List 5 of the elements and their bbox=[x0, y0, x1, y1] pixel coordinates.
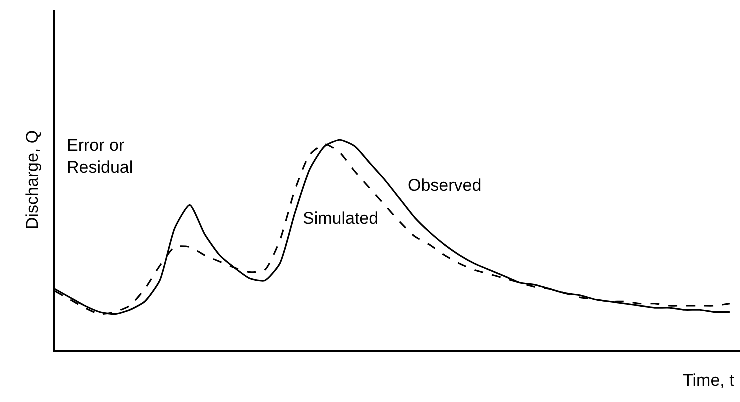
annotation: Error or Residual bbox=[67, 136, 134, 178]
x-axis-title: Time, t bbox=[683, 371, 735, 390]
series-label: Observed bbox=[408, 176, 482, 195]
y-axis-title: Discharge, Q bbox=[23, 130, 42, 230]
series-label: Simulated bbox=[303, 209, 379, 228]
